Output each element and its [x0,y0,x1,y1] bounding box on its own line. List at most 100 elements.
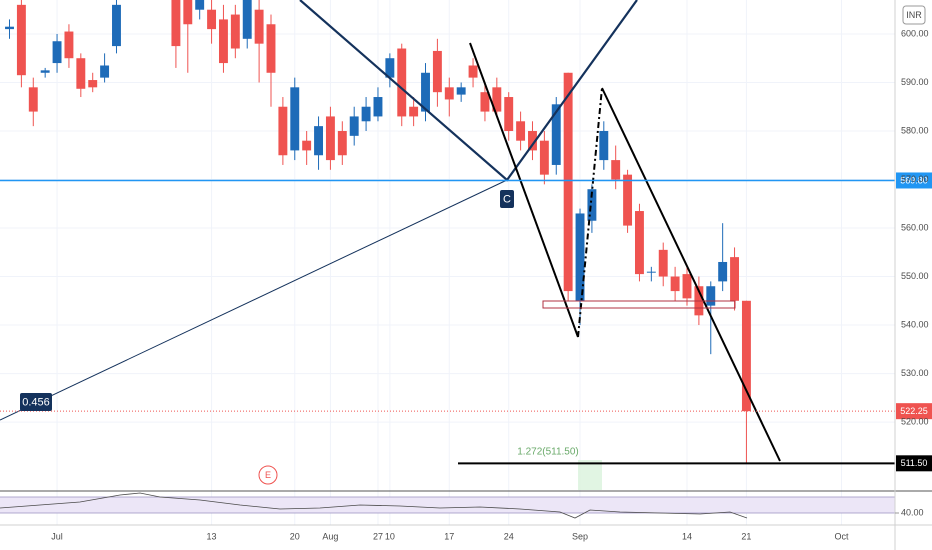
candle-body [100,65,110,78]
candle-body [599,130,609,161]
support-box [542,300,736,309]
candle-body [337,130,347,156]
currency: INR [906,10,922,20]
candle-body [112,4,121,47]
candle-body [611,160,621,180]
fib-zone [578,460,602,490]
candle-body [730,257,739,301]
candle-body [575,213,585,301]
candle-body [409,106,419,117]
rsi-tick-label: 40.00 [901,507,924,517]
label-box [20,393,52,411]
y-tick-label: 560.00 [901,222,929,232]
price-lines: 569.80 522.25 511.50 [0,172,932,472]
trend-line [0,179,508,421]
rsi-line [0,492,748,519]
candle-body [290,87,300,151]
price-label-box [896,172,932,189]
x-tick-label: 21 [741,531,751,541]
candle-body [40,70,50,73]
price-label: 511.50 [901,458,928,468]
candle-body [528,130,537,151]
x-tick-label: Jul [51,531,63,541]
candle-body [551,104,561,165]
annotation: E [265,470,271,480]
x-tick-label: 27 [373,531,383,541]
label-box [500,190,514,208]
y-tick-label: 530.00 [901,368,929,378]
candle-body [634,211,644,275]
price-label: 569.80 [900,175,928,185]
candle-body [52,41,62,64]
x-tick-label: Sep [572,531,588,541]
candle-body [76,58,86,89]
x-tick-label: 14 [682,531,692,541]
candle-body [278,106,288,156]
candle-body [302,140,312,151]
candle-body [587,189,597,221]
candle-body [516,121,526,141]
candle-body [254,9,264,44]
trend-line [601,87,781,462]
x-tick-label: 24 [504,531,514,541]
candle-body [658,249,668,277]
candle-body [539,140,549,175]
candle-body [207,9,217,30]
candle-body [468,65,478,78]
candle-body [718,261,728,282]
x-tick-label: 10 [385,531,395,541]
x-tick-label: Oct [835,531,850,541]
annotation: C [503,193,511,205]
candle-body [504,97,514,131]
y-tick-label: 580.00 [901,125,929,135]
price-label: 522.25 [900,406,928,416]
candle-body [385,58,395,78]
candle-body [432,50,442,93]
candle-body [349,116,359,136]
y-tick-label: 520.00 [901,416,929,426]
price-label-box [896,455,932,472]
y-tick-label: 550.00 [901,271,929,281]
annotation: 1.272(511.50) [517,447,579,458]
candle-body [230,14,240,49]
y-tick-label: 600.00 [901,28,929,38]
candle-body [670,276,680,292]
candle-body [492,87,502,112]
candle-body [646,271,656,273]
candle-body [706,286,716,306]
candle-body [361,106,371,122]
candle-body [373,97,383,117]
y-tick-label: 570.00 [901,174,929,184]
candle-body [64,31,74,59]
currency-box [902,5,926,25]
candle-body [456,87,466,95]
y-tick-label: 540.00 [901,319,929,329]
candle-body [171,0,181,47]
candle-body [88,80,98,88]
candle-body [183,0,193,25]
candle-body [195,0,205,10]
trend-line [469,42,579,338]
candle-body [242,0,252,39]
x-tick-label: 17 [444,531,454,541]
rsi-band [0,497,895,513]
x-tick-label: 13 [207,531,217,541]
annotation: 0.456 [22,396,50,408]
candle-body [741,300,751,412]
candle-body [623,174,633,226]
candle-body [563,72,573,292]
candle-body [421,72,430,112]
candle-body [16,4,26,76]
candle-body [218,19,228,64]
x-tick-label: 20 [290,531,300,541]
candle-body [480,92,490,112]
x-tick-label: Aug [322,531,338,541]
candle-body [325,116,335,161]
candle-body [397,48,407,117]
candle-body [444,87,454,100]
earnings-marker [258,465,278,485]
candle-body [314,126,323,156]
candle-body [5,26,14,30]
